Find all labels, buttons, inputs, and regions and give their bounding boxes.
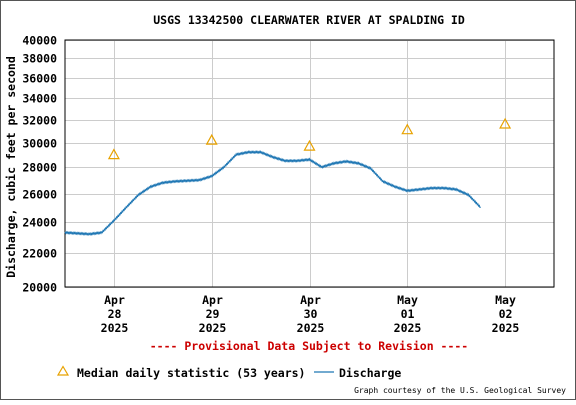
chart-title: USGS 13342500 CLEARWATER RIVER AT SPALDI… xyxy=(153,13,465,27)
y-tick-label: 20000 xyxy=(22,281,57,295)
x-tick-label: 28 xyxy=(108,307,122,321)
x-tick-label: 2025 xyxy=(199,321,227,335)
y-tick-label: 38000 xyxy=(22,52,57,66)
legend-median-label: Median daily statistic (53 years) xyxy=(77,366,305,380)
x-tick-label: 2025 xyxy=(394,321,422,335)
legend: Median daily statistic (53 years) Discha… xyxy=(56,365,401,380)
credit-text: Graph courtesy of the U.S. Geological Su… xyxy=(354,386,566,395)
x-tick-label: Apr xyxy=(104,293,125,307)
y-tick-label: 28000 xyxy=(22,161,57,175)
y-tick-label: 40000 xyxy=(22,34,57,48)
x-tick-label: May xyxy=(397,293,418,307)
y-tick-label: 26000 xyxy=(22,188,57,202)
y-tick-label: 32000 xyxy=(22,114,57,128)
median-point xyxy=(205,133,218,145)
median-point xyxy=(401,123,414,135)
x-tick-label: 30 xyxy=(304,307,318,321)
x-tick-label: Apr xyxy=(300,293,321,307)
y-tick-label: 24000 xyxy=(22,216,57,230)
x-tick-label: 2025 xyxy=(492,321,520,335)
y-tick-label: 30000 xyxy=(22,137,57,151)
x-tick-label: 01 xyxy=(401,307,415,321)
y-tick-label: 22000 xyxy=(22,247,57,261)
median-point xyxy=(499,117,512,129)
y-tick-label: 34000 xyxy=(22,92,57,106)
x-tick-label: 29 xyxy=(206,307,220,321)
discharge-line xyxy=(64,150,481,237)
y-tick-label: 36000 xyxy=(22,72,57,86)
legend-median-triangle-icon xyxy=(56,365,70,376)
y-tick-labels: 20000 22000 24000 26000 28000 30000 32000 34000… xyxy=(22,34,57,295)
x-tick-label: Apr xyxy=(202,293,223,307)
legend-discharge-label: Discharge xyxy=(339,366,401,380)
x-tick-label: 2025 xyxy=(297,321,325,335)
plot-area-border xyxy=(64,39,555,288)
median-point xyxy=(107,148,120,160)
provisional-notice: ---- Provisional Data Subject to Revisio… xyxy=(150,339,469,353)
series-layer xyxy=(64,117,512,237)
median-point xyxy=(303,139,316,151)
x-tick-label: 02 xyxy=(499,307,513,321)
x-tick-label: May xyxy=(495,293,516,307)
x-tick-label: 2025 xyxy=(101,321,129,335)
y-axis-label: Discharge, cubic feet per second xyxy=(4,56,18,278)
x-tick-labels: Apr282025Apr292025Apr302025May012025May0… xyxy=(101,293,520,335)
